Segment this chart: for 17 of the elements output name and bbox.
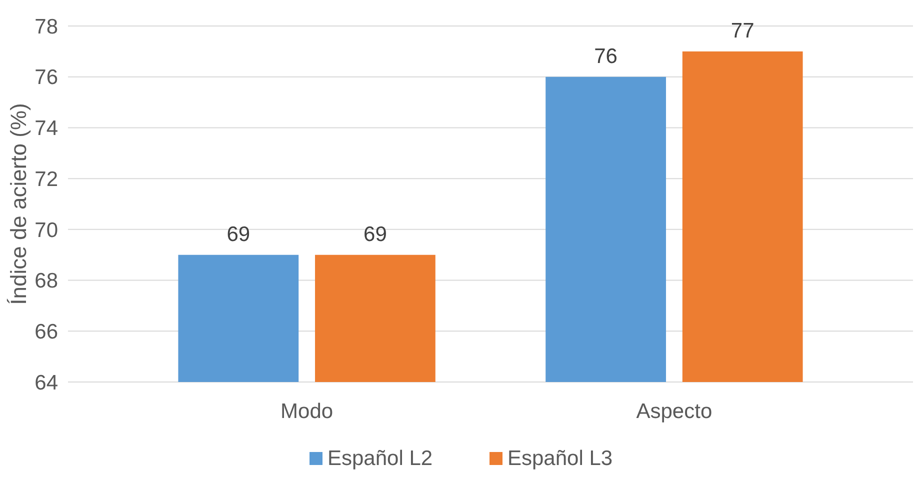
data-label: 76	[594, 44, 618, 68]
x-tick-label: Modo	[280, 400, 334, 423]
legend-label: Español L3	[508, 447, 613, 470]
y-tick-label: 66	[34, 320, 58, 344]
data-label: 77	[730, 19, 754, 42]
y-tick-label: 68	[34, 270, 58, 293]
legend-label: Español L2	[328, 447, 433, 470]
y-tick-label: 76	[34, 66, 58, 90]
y-tick-label: 70	[34, 218, 58, 242]
data-label: 69	[364, 222, 387, 246]
y-tick-label: 72	[34, 168, 58, 191]
x-tick-label: Aspecto	[636, 400, 712, 423]
y-tick-label: 78	[34, 15, 58, 38]
y-axis-title: Índice de acierto (%)	[6, 103, 31, 305]
y-tick-label: 64	[34, 371, 58, 394]
data-label: 69	[226, 222, 250, 246]
y-tick-label: 74	[34, 117, 58, 140]
